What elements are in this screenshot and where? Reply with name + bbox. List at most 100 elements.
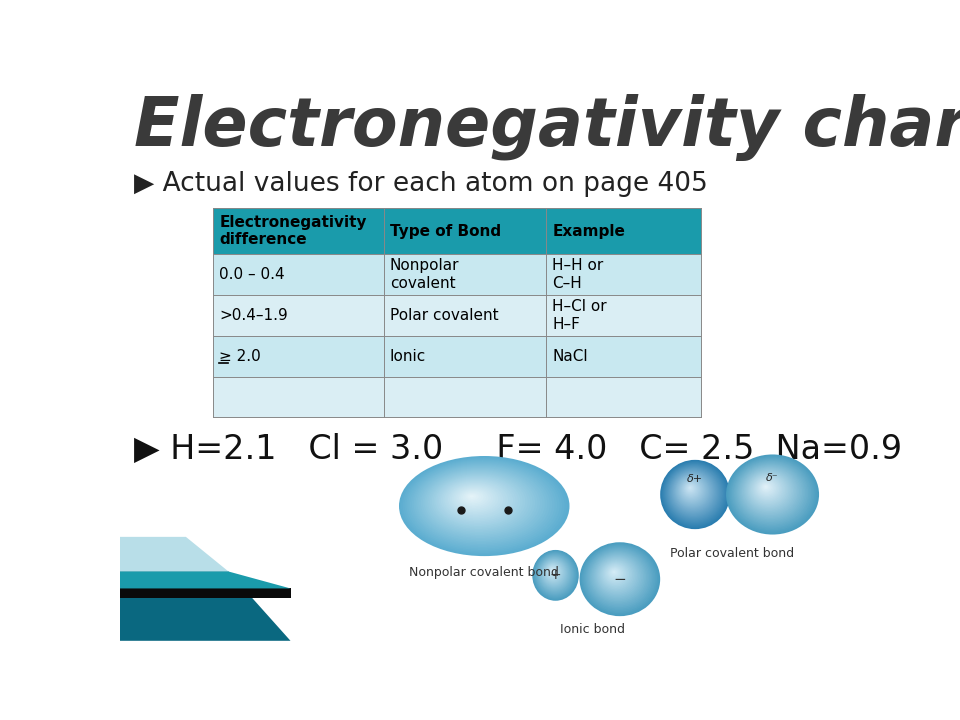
Ellipse shape bbox=[601, 561, 631, 588]
Ellipse shape bbox=[754, 477, 782, 502]
Ellipse shape bbox=[449, 484, 501, 514]
Ellipse shape bbox=[468, 494, 476, 499]
Ellipse shape bbox=[588, 550, 648, 604]
Ellipse shape bbox=[742, 467, 798, 516]
Ellipse shape bbox=[459, 489, 489, 507]
Ellipse shape bbox=[586, 547, 653, 609]
Text: Electronegativity
difference: Electronegativity difference bbox=[219, 215, 367, 248]
Ellipse shape bbox=[550, 568, 555, 573]
Ellipse shape bbox=[543, 562, 564, 583]
Ellipse shape bbox=[548, 566, 558, 577]
Ellipse shape bbox=[761, 483, 772, 492]
Text: Nonpolar
covalent: Nonpolar covalent bbox=[390, 258, 459, 291]
Ellipse shape bbox=[677, 476, 707, 505]
Ellipse shape bbox=[689, 487, 691, 489]
Ellipse shape bbox=[461, 490, 486, 505]
Ellipse shape bbox=[401, 457, 567, 554]
Ellipse shape bbox=[581, 543, 659, 615]
Ellipse shape bbox=[534, 552, 577, 599]
Ellipse shape bbox=[669, 469, 717, 516]
Polygon shape bbox=[120, 537, 228, 572]
Ellipse shape bbox=[549, 567, 557, 575]
Ellipse shape bbox=[533, 551, 578, 600]
Ellipse shape bbox=[420, 468, 540, 538]
Ellipse shape bbox=[463, 491, 484, 503]
Ellipse shape bbox=[535, 552, 576, 598]
Ellipse shape bbox=[757, 480, 777, 496]
Ellipse shape bbox=[762, 484, 770, 490]
Ellipse shape bbox=[662, 462, 727, 526]
Ellipse shape bbox=[681, 479, 703, 500]
Ellipse shape bbox=[669, 468, 718, 517]
Text: Polar covalent bond: Polar covalent bond bbox=[670, 547, 794, 560]
Ellipse shape bbox=[749, 473, 788, 507]
Ellipse shape bbox=[537, 554, 573, 595]
Ellipse shape bbox=[547, 565, 559, 577]
Ellipse shape bbox=[600, 560, 633, 590]
Ellipse shape bbox=[610, 568, 620, 577]
Ellipse shape bbox=[412, 463, 552, 546]
Ellipse shape bbox=[684, 481, 699, 497]
Ellipse shape bbox=[592, 553, 643, 600]
Ellipse shape bbox=[591, 552, 645, 601]
Ellipse shape bbox=[593, 554, 641, 598]
Ellipse shape bbox=[589, 551, 646, 603]
Ellipse shape bbox=[441, 479, 514, 521]
Ellipse shape bbox=[536, 554, 574, 595]
Ellipse shape bbox=[684, 482, 698, 496]
Ellipse shape bbox=[756, 480, 778, 498]
Ellipse shape bbox=[752, 475, 784, 503]
Ellipse shape bbox=[598, 558, 636, 593]
Ellipse shape bbox=[732, 460, 810, 526]
Ellipse shape bbox=[731, 458, 813, 529]
Ellipse shape bbox=[604, 563, 628, 585]
Ellipse shape bbox=[674, 472, 711, 510]
Ellipse shape bbox=[671, 470, 715, 513]
Ellipse shape bbox=[732, 459, 811, 528]
Ellipse shape bbox=[540, 557, 569, 590]
Ellipse shape bbox=[406, 460, 560, 550]
Ellipse shape bbox=[428, 472, 530, 532]
Text: Polar covalent: Polar covalent bbox=[390, 308, 498, 323]
Ellipse shape bbox=[446, 482, 506, 517]
Ellipse shape bbox=[667, 466, 721, 520]
Ellipse shape bbox=[535, 553, 575, 597]
Ellipse shape bbox=[539, 556, 571, 592]
Ellipse shape bbox=[686, 485, 694, 492]
Ellipse shape bbox=[763, 485, 769, 489]
Ellipse shape bbox=[608, 567, 621, 579]
Text: H–Cl or
H–F: H–Cl or H–F bbox=[552, 300, 607, 332]
Ellipse shape bbox=[726, 454, 819, 534]
Ellipse shape bbox=[745, 470, 793, 511]
Ellipse shape bbox=[430, 473, 528, 531]
Ellipse shape bbox=[537, 554, 572, 594]
Ellipse shape bbox=[408, 461, 557, 549]
Ellipse shape bbox=[439, 478, 516, 523]
Ellipse shape bbox=[664, 464, 724, 523]
Ellipse shape bbox=[546, 564, 560, 580]
Ellipse shape bbox=[612, 571, 615, 573]
Text: −: − bbox=[613, 572, 626, 587]
Ellipse shape bbox=[743, 468, 796, 514]
Ellipse shape bbox=[588, 549, 649, 606]
Ellipse shape bbox=[660, 460, 730, 529]
Ellipse shape bbox=[611, 569, 618, 576]
Bar bbox=[213, 208, 701, 254]
Text: Ionic: Ionic bbox=[390, 348, 426, 364]
Ellipse shape bbox=[685, 484, 696, 493]
Ellipse shape bbox=[542, 560, 565, 585]
Ellipse shape bbox=[424, 470, 535, 535]
Ellipse shape bbox=[466, 493, 479, 500]
Polygon shape bbox=[120, 572, 291, 641]
Polygon shape bbox=[120, 572, 291, 588]
Ellipse shape bbox=[547, 565, 559, 578]
Ellipse shape bbox=[444, 481, 508, 518]
Bar bbox=[213, 254, 701, 295]
Ellipse shape bbox=[764, 485, 767, 488]
Ellipse shape bbox=[587, 548, 651, 607]
Ellipse shape bbox=[676, 475, 708, 507]
Ellipse shape bbox=[760, 482, 773, 493]
Ellipse shape bbox=[451, 485, 498, 513]
Text: Nonpolar covalent bond: Nonpolar covalent bond bbox=[409, 566, 559, 579]
Ellipse shape bbox=[738, 464, 803, 519]
